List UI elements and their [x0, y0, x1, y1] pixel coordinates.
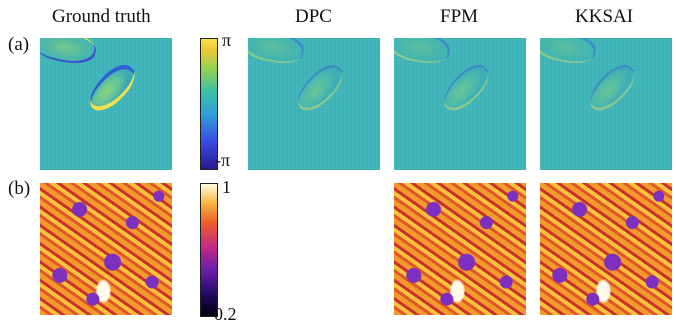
panel-b-kksai — [540, 183, 672, 315]
amplitude-colorbar-max-label: 1 — [222, 177, 231, 197]
panel-b-fpm — [394, 183, 526, 315]
row-label-b: (b) — [8, 178, 31, 199]
panel-a-dpc — [248, 38, 380, 170]
panel-a-fpm — [394, 38, 526, 170]
amplitude-colorbar — [200, 183, 218, 317]
amplitude-colorbar-min-label: 0.2 — [214, 304, 237, 324]
row-label-a: (a) — [8, 34, 30, 55]
panel-a-kksai — [540, 38, 672, 170]
column-title-fpm: FPM — [440, 6, 479, 27]
panel-a-ground-truth — [40, 38, 172, 170]
phase-colorbar-max-label: π — [222, 30, 232, 50]
column-title-ground-truth: Ground truth — [52, 6, 151, 27]
column-title-kksai: KKSAI — [575, 6, 634, 27]
phase-colorbar — [200, 38, 218, 170]
phase-colorbar-min-label: -π — [215, 150, 231, 170]
panel-b-ground-truth — [40, 183, 172, 315]
column-title-dpc: DPC — [295, 6, 332, 27]
